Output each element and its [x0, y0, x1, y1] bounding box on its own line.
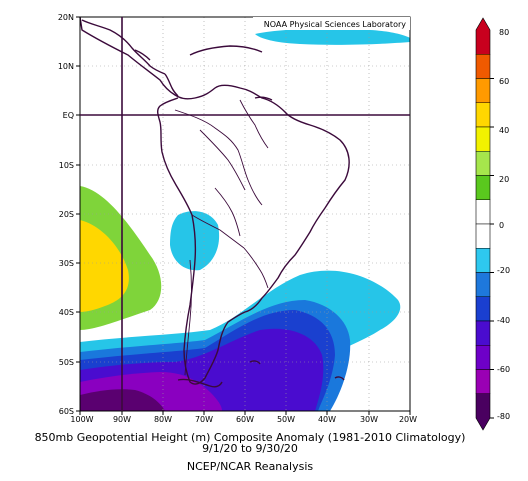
colorbar-label: 80	[499, 28, 509, 37]
grid-lines	[80, 17, 410, 411]
colorbar-segment	[475, 296, 491, 322]
lon-label: 60W	[236, 415, 254, 424]
negative-anomaly-north	[255, 28, 410, 45]
colorbar-segment	[475, 150, 491, 176]
colorbar-segment	[475, 17, 491, 55]
lon-label: 70W	[195, 415, 213, 424]
colorbar-label: 40	[499, 126, 509, 135]
lon-label: 40W	[318, 415, 336, 424]
country-borders	[174, 99, 269, 376]
lat-label: 30S	[59, 259, 74, 268]
colorbar-segment	[475, 126, 491, 152]
lat-label: 60S	[59, 407, 74, 416]
caption-line-1: 850mb Geopotential Height (m) Composite …	[34, 431, 466, 444]
colorbar-label: -80	[497, 412, 510, 421]
caption-line-3: NCEP/NCAR Reanalysis	[186, 460, 314, 473]
colorbar-segment	[475, 175, 491, 201]
lon-label: 30W	[360, 415, 378, 424]
lat-label: 20N	[58, 13, 74, 22]
colorbar	[475, 17, 494, 431]
colorbar-segment	[475, 102, 491, 128]
axis-ticks	[76, 16, 411, 415]
colorbar-label: -60	[497, 365, 510, 374]
colorbar-segment	[475, 272, 491, 298]
colorbar-label: -40	[497, 316, 510, 325]
lon-label: 20W	[399, 415, 417, 424]
colorbar-segment	[475, 53, 491, 79]
colorbar-segment	[475, 223, 491, 249]
colorbar-segment	[475, 78, 491, 104]
lon-label: 80W	[154, 415, 172, 424]
latitude-labels: 20N 10N EQ 10S 20S 30S 40S 50S 60S	[58, 13, 74, 416]
colorbar-segment	[475, 247, 491, 273]
lon-label: 100W	[70, 415, 93, 424]
credit-text: NOAA Physical Sciences Laboratory	[264, 20, 407, 29]
colorbar-label: 0	[499, 221, 504, 230]
lat-label: 10N	[58, 62, 74, 71]
colorbar-segment	[475, 199, 491, 225]
lat-label: 10S	[59, 161, 74, 170]
colorbar-labels: 80 60 40 20 0 -20 -40 -60 -80	[497, 28, 510, 421]
colorbar-segment	[475, 393, 491, 431]
lat-label: EQ	[63, 111, 74, 120]
colorbar-label: -20	[497, 266, 510, 275]
anomaly-shading	[80, 28, 410, 411]
colorbar-segment	[475, 344, 491, 370]
lon-label: 90W	[113, 415, 131, 424]
colorbar-segment	[475, 369, 491, 395]
positive-anomaly-40	[80, 220, 129, 312]
credit-box	[253, 17, 410, 30]
colorbar-label: 60	[499, 77, 509, 86]
caption-line-2: 9/1/20 to 9/30/20	[202, 442, 298, 455]
colorbar-label: 20	[499, 175, 509, 184]
colorbar-segment	[475, 320, 491, 346]
lat-label: 40S	[59, 308, 74, 317]
longitude-labels: 100W 90W 80W 70W 60W 50W 40W 30W 20W	[70, 415, 417, 424]
lat-label: 20S	[59, 210, 74, 219]
lon-label: 50W	[277, 415, 295, 424]
lat-label: 50S	[59, 358, 74, 367]
